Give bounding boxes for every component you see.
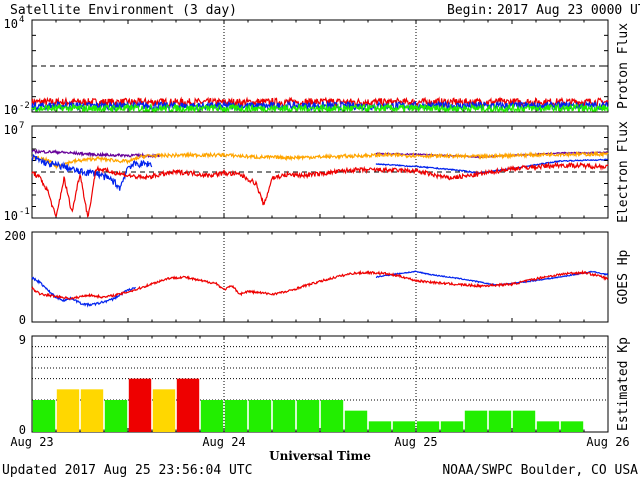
series-green-line — [31, 102, 609, 114]
x-axis-label: Universal Time — [269, 449, 371, 463]
x-tick-label: Aug 25 — [394, 435, 437, 449]
y-axis-label-kp: Estimated Kp — [616, 337, 631, 431]
chart-title: Satellite Environment (3 day) — [10, 3, 237, 18]
updated-timestamp: Updated 2017 Aug 25 23:56:04 UTC — [2, 463, 252, 478]
y-tick-label-top: 10 — [4, 17, 18, 31]
begin-value: 2017 Aug 23 0000 UTC — [497, 3, 640, 18]
series-red-line — [31, 269, 609, 300]
kp-bar — [464, 410, 488, 432]
panel-frame — [31, 231, 609, 323]
kp-bar — [32, 400, 56, 432]
kp-bar — [152, 389, 176, 432]
x-tick-label: Aug 23 — [10, 435, 53, 449]
kp-bar — [416, 421, 440, 432]
kp-bar — [272, 400, 296, 432]
y-tick-label-bottom: 10 — [4, 103, 18, 117]
y-tick-label-bottom: 0 — [19, 313, 26, 327]
kp-bar — [440, 421, 464, 432]
kp-bar — [224, 400, 248, 432]
panel-proton: 10 410 -2 Proton Flux — [4, 15, 631, 117]
y-tick-label-top-exp: 7 — [19, 121, 24, 131]
kp-bar — [392, 421, 416, 432]
series-red-line — [31, 161, 609, 218]
y-axis-label-proton: Proton Flux — [616, 23, 631, 109]
kp-bar — [248, 400, 272, 432]
x-tick-label: Aug 26 — [586, 435, 629, 449]
kp-bar — [320, 400, 344, 432]
series-blue-line — [31, 276, 136, 308]
series-orange-line — [31, 150, 609, 170]
panel-frame — [31, 335, 609, 433]
panel-kp: 9 0 Estimated Kp — [19, 333, 631, 437]
kp-bar — [128, 378, 152, 432]
kp-bar — [80, 389, 104, 432]
panel-electron: 10 710 -1 Electron Flux — [4, 121, 631, 223]
y-axis-label-goes_hp: GOES Hp — [616, 249, 631, 304]
kp-bar — [368, 421, 392, 432]
begin-label: Begin: — [447, 3, 494, 18]
kp-bar — [344, 410, 368, 432]
kp-bar — [536, 421, 560, 432]
kp-bar — [560, 421, 584, 432]
kp-bar — [296, 400, 320, 432]
kp-bar — [104, 400, 128, 432]
y-tick-label-bottom: 10 — [4, 209, 18, 223]
kp-bar — [512, 410, 536, 432]
kp-bar — [176, 378, 200, 432]
y-axis-label-electron: Electron Flux — [616, 121, 631, 223]
kp-bar — [200, 400, 224, 432]
panel-goes_hp: 200 0 GOES Hp — [4, 229, 631, 327]
series-purple-line — [31, 148, 160, 159]
x-tick-label: Aug 24 — [202, 435, 245, 449]
kp-bar — [56, 389, 80, 432]
y-tick-label-top: 9 — [19, 333, 26, 347]
y-tick-label-bottom-exp: -2 — [19, 101, 30, 111]
y-tick-label-bottom-exp: -1 — [19, 207, 30, 217]
series-blue-line — [31, 154, 153, 191]
y-tick-label-top-exp: 4 — [19, 15, 24, 25]
y-tick-label-top: 200 — [4, 229, 26, 243]
credit-text: NOAA/SWPC Boulder, CO USA — [442, 463, 638, 478]
y-tick-label-bottom: 0 — [19, 423, 26, 437]
y-tick-label-top: 10 — [4, 123, 18, 137]
kp-bar — [488, 410, 512, 432]
